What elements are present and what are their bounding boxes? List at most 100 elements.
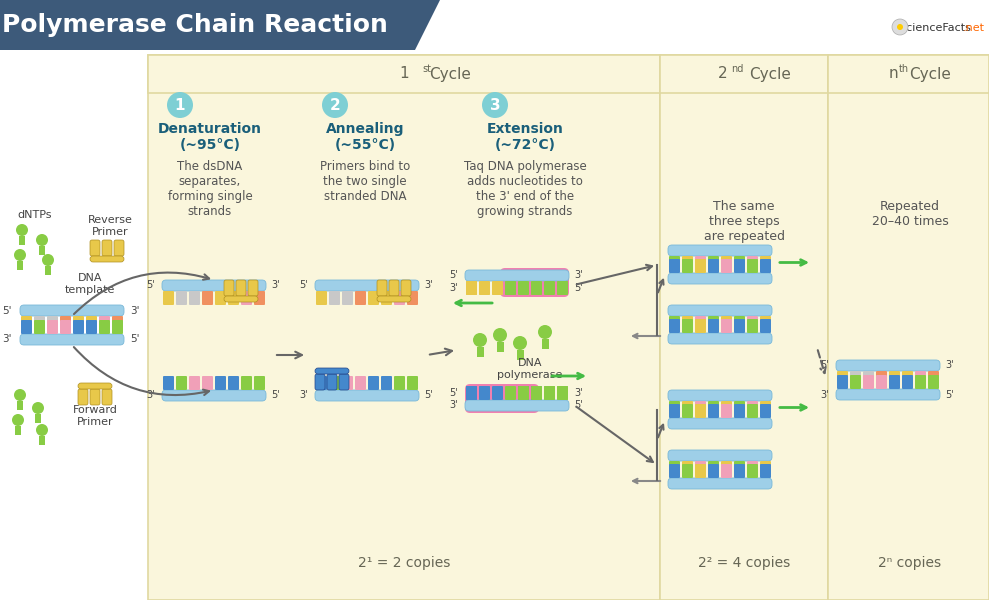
FancyBboxPatch shape <box>466 386 477 400</box>
FancyBboxPatch shape <box>682 319 693 333</box>
Text: 3': 3' <box>449 401 458 410</box>
FancyBboxPatch shape <box>500 268 569 297</box>
FancyBboxPatch shape <box>215 376 226 390</box>
FancyBboxPatch shape <box>241 376 252 390</box>
Text: 3': 3' <box>574 388 583 398</box>
Text: 5': 5' <box>146 280 155 290</box>
Text: 3': 3' <box>945 361 953 370</box>
Text: Cycle: Cycle <box>429 67 471 82</box>
Text: 5': 5' <box>300 280 308 290</box>
Bar <box>542 339 549 349</box>
Circle shape <box>36 424 48 436</box>
Text: Denaturation
(~95°C): Denaturation (~95°C) <box>158 122 262 152</box>
FancyBboxPatch shape <box>78 389 88 405</box>
FancyBboxPatch shape <box>668 305 772 316</box>
Text: 2ⁿ copies: 2ⁿ copies <box>878 556 942 570</box>
FancyBboxPatch shape <box>557 386 568 400</box>
FancyBboxPatch shape <box>162 390 266 401</box>
FancyBboxPatch shape <box>21 320 32 334</box>
Circle shape <box>12 414 24 426</box>
FancyBboxPatch shape <box>668 450 772 461</box>
Bar <box>477 347 484 357</box>
Polygon shape <box>0 0 440 50</box>
FancyBboxPatch shape <box>248 280 258 296</box>
FancyBboxPatch shape <box>760 404 771 418</box>
FancyBboxPatch shape <box>915 371 926 385</box>
FancyBboxPatch shape <box>721 464 732 478</box>
FancyBboxPatch shape <box>394 376 405 390</box>
FancyBboxPatch shape <box>176 291 187 305</box>
FancyBboxPatch shape <box>368 291 379 305</box>
FancyBboxPatch shape <box>518 386 529 400</box>
FancyBboxPatch shape <box>316 376 327 390</box>
FancyBboxPatch shape <box>465 384 539 413</box>
FancyBboxPatch shape <box>479 386 490 400</box>
Text: nd: nd <box>731 64 744 74</box>
FancyBboxPatch shape <box>682 461 693 475</box>
Bar <box>148 55 660 93</box>
FancyBboxPatch shape <box>20 334 124 345</box>
FancyBboxPatch shape <box>531 281 542 295</box>
Circle shape <box>16 224 28 236</box>
FancyBboxPatch shape <box>708 319 719 333</box>
FancyBboxPatch shape <box>90 389 100 405</box>
Bar <box>148 55 660 600</box>
FancyBboxPatch shape <box>760 316 771 330</box>
FancyBboxPatch shape <box>734 464 745 478</box>
FancyBboxPatch shape <box>241 291 252 305</box>
Text: 1: 1 <box>400 67 408 82</box>
Text: 3: 3 <box>490 97 500 113</box>
FancyBboxPatch shape <box>708 256 719 270</box>
Text: 3': 3' <box>424 280 432 290</box>
Circle shape <box>32 402 44 414</box>
FancyBboxPatch shape <box>465 400 569 411</box>
FancyBboxPatch shape <box>228 376 239 390</box>
FancyBboxPatch shape <box>505 386 516 400</box>
FancyBboxPatch shape <box>407 291 418 305</box>
FancyBboxPatch shape <box>669 259 680 273</box>
FancyBboxPatch shape <box>60 320 71 334</box>
FancyBboxPatch shape <box>163 291 174 305</box>
Text: 5': 5' <box>424 391 433 401</box>
Text: 3': 3' <box>574 271 583 280</box>
FancyBboxPatch shape <box>863 371 874 385</box>
FancyBboxPatch shape <box>315 280 419 291</box>
FancyBboxPatch shape <box>342 291 353 305</box>
Text: 2² = 4 copies: 2² = 4 copies <box>698 556 790 570</box>
FancyBboxPatch shape <box>329 376 340 390</box>
FancyBboxPatch shape <box>60 316 71 330</box>
FancyBboxPatch shape <box>734 256 745 270</box>
FancyBboxPatch shape <box>708 259 719 273</box>
Text: DNA
polymerase: DNA polymerase <box>497 358 563 380</box>
FancyBboxPatch shape <box>557 386 568 400</box>
FancyBboxPatch shape <box>215 291 226 305</box>
FancyBboxPatch shape <box>394 291 405 305</box>
FancyBboxPatch shape <box>47 320 58 334</box>
FancyBboxPatch shape <box>102 240 112 256</box>
Text: 5': 5' <box>449 271 458 280</box>
FancyBboxPatch shape <box>479 281 490 295</box>
FancyBboxPatch shape <box>407 376 418 390</box>
FancyBboxPatch shape <box>381 291 392 305</box>
FancyBboxPatch shape <box>202 291 213 305</box>
FancyBboxPatch shape <box>90 256 124 262</box>
Circle shape <box>538 325 552 339</box>
FancyBboxPatch shape <box>381 376 392 390</box>
FancyBboxPatch shape <box>695 464 706 478</box>
FancyBboxPatch shape <box>355 376 366 390</box>
FancyBboxPatch shape <box>721 259 732 273</box>
Bar <box>660 55 828 600</box>
FancyBboxPatch shape <box>368 376 379 390</box>
FancyBboxPatch shape <box>492 386 503 400</box>
Bar <box>45 266 51 275</box>
FancyBboxPatch shape <box>202 376 213 390</box>
FancyBboxPatch shape <box>837 375 848 389</box>
FancyBboxPatch shape <box>682 404 693 418</box>
FancyBboxPatch shape <box>695 316 706 330</box>
Text: 3': 3' <box>3 335 12 344</box>
FancyBboxPatch shape <box>695 461 706 475</box>
FancyBboxPatch shape <box>734 404 745 418</box>
Text: Repeated
20–40 times: Repeated 20–40 times <box>871 200 948 228</box>
Text: n: n <box>888 67 898 82</box>
Bar <box>39 246 45 255</box>
